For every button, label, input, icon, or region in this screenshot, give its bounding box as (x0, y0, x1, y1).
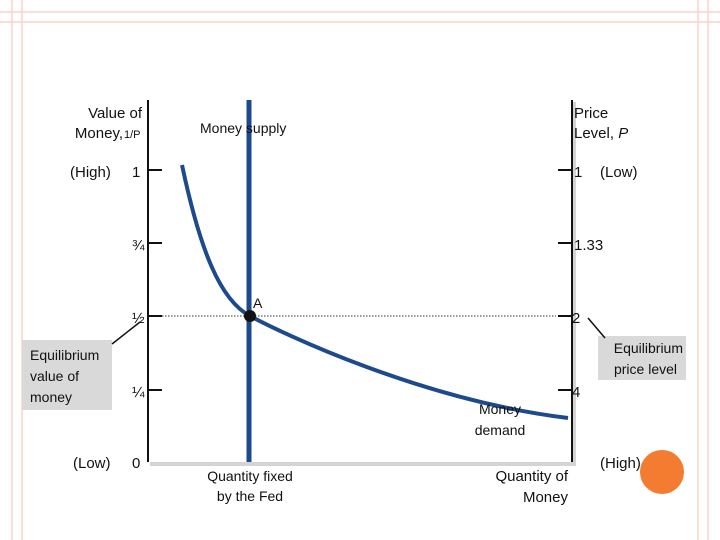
curve-label: demand (475, 422, 526, 438)
callout-text: money (30, 389, 72, 405)
callout-pointer (587, 317, 606, 339)
money-demand-curve (180, 164, 569, 420)
tick-label: 4 (572, 384, 580, 401)
axis-end-label: (Low) (600, 164, 638, 181)
curve-label: Money supply (200, 120, 286, 136)
axis-title: 1/P (124, 129, 141, 141)
decoration-circle (640, 450, 684, 494)
callout-text: Equilibrium (614, 340, 683, 356)
callout-box (598, 336, 686, 380)
axis-title: Level, P (574, 125, 628, 142)
point-label: A (253, 295, 263, 311)
tick-label: 1.33 (574, 237, 603, 254)
axis-end-label: (High) (70, 164, 111, 181)
axis-title: Value of (88, 105, 143, 122)
axis-end-label: (High) (600, 455, 641, 472)
axis-title-part: Level, (574, 125, 618, 142)
tick-label: ½ (132, 310, 145, 327)
axis-title: Quantity of (495, 468, 568, 485)
callout-text: Equilibrium (30, 347, 99, 363)
equilibrium-point (244, 310, 256, 322)
callout-text: value of (30, 368, 79, 384)
axis-title: Money (523, 489, 569, 506)
callout-box (22, 340, 112, 410)
tick-label: 0 (132, 455, 140, 472)
tick-label: 1 (132, 164, 140, 181)
tick-label: ¼ (132, 384, 145, 401)
tick-label: 1 (574, 164, 582, 181)
axis-title-part: P (618, 125, 628, 142)
axis-end-label: (Low) (73, 455, 111, 472)
axis-note: Quantity fixed (207, 468, 293, 484)
curve-label: Money (479, 401, 521, 417)
callout-pointer (111, 321, 141, 345)
axis-title: Money, (75, 125, 123, 142)
tick-label: ¾ (132, 237, 145, 254)
axis-title: Price (574, 105, 608, 122)
tick-label: 2 (572, 310, 580, 327)
callout-text: price level (614, 361, 677, 377)
axis-note: by the Fed (217, 488, 283, 504)
tick-marks (148, 169, 572, 391)
